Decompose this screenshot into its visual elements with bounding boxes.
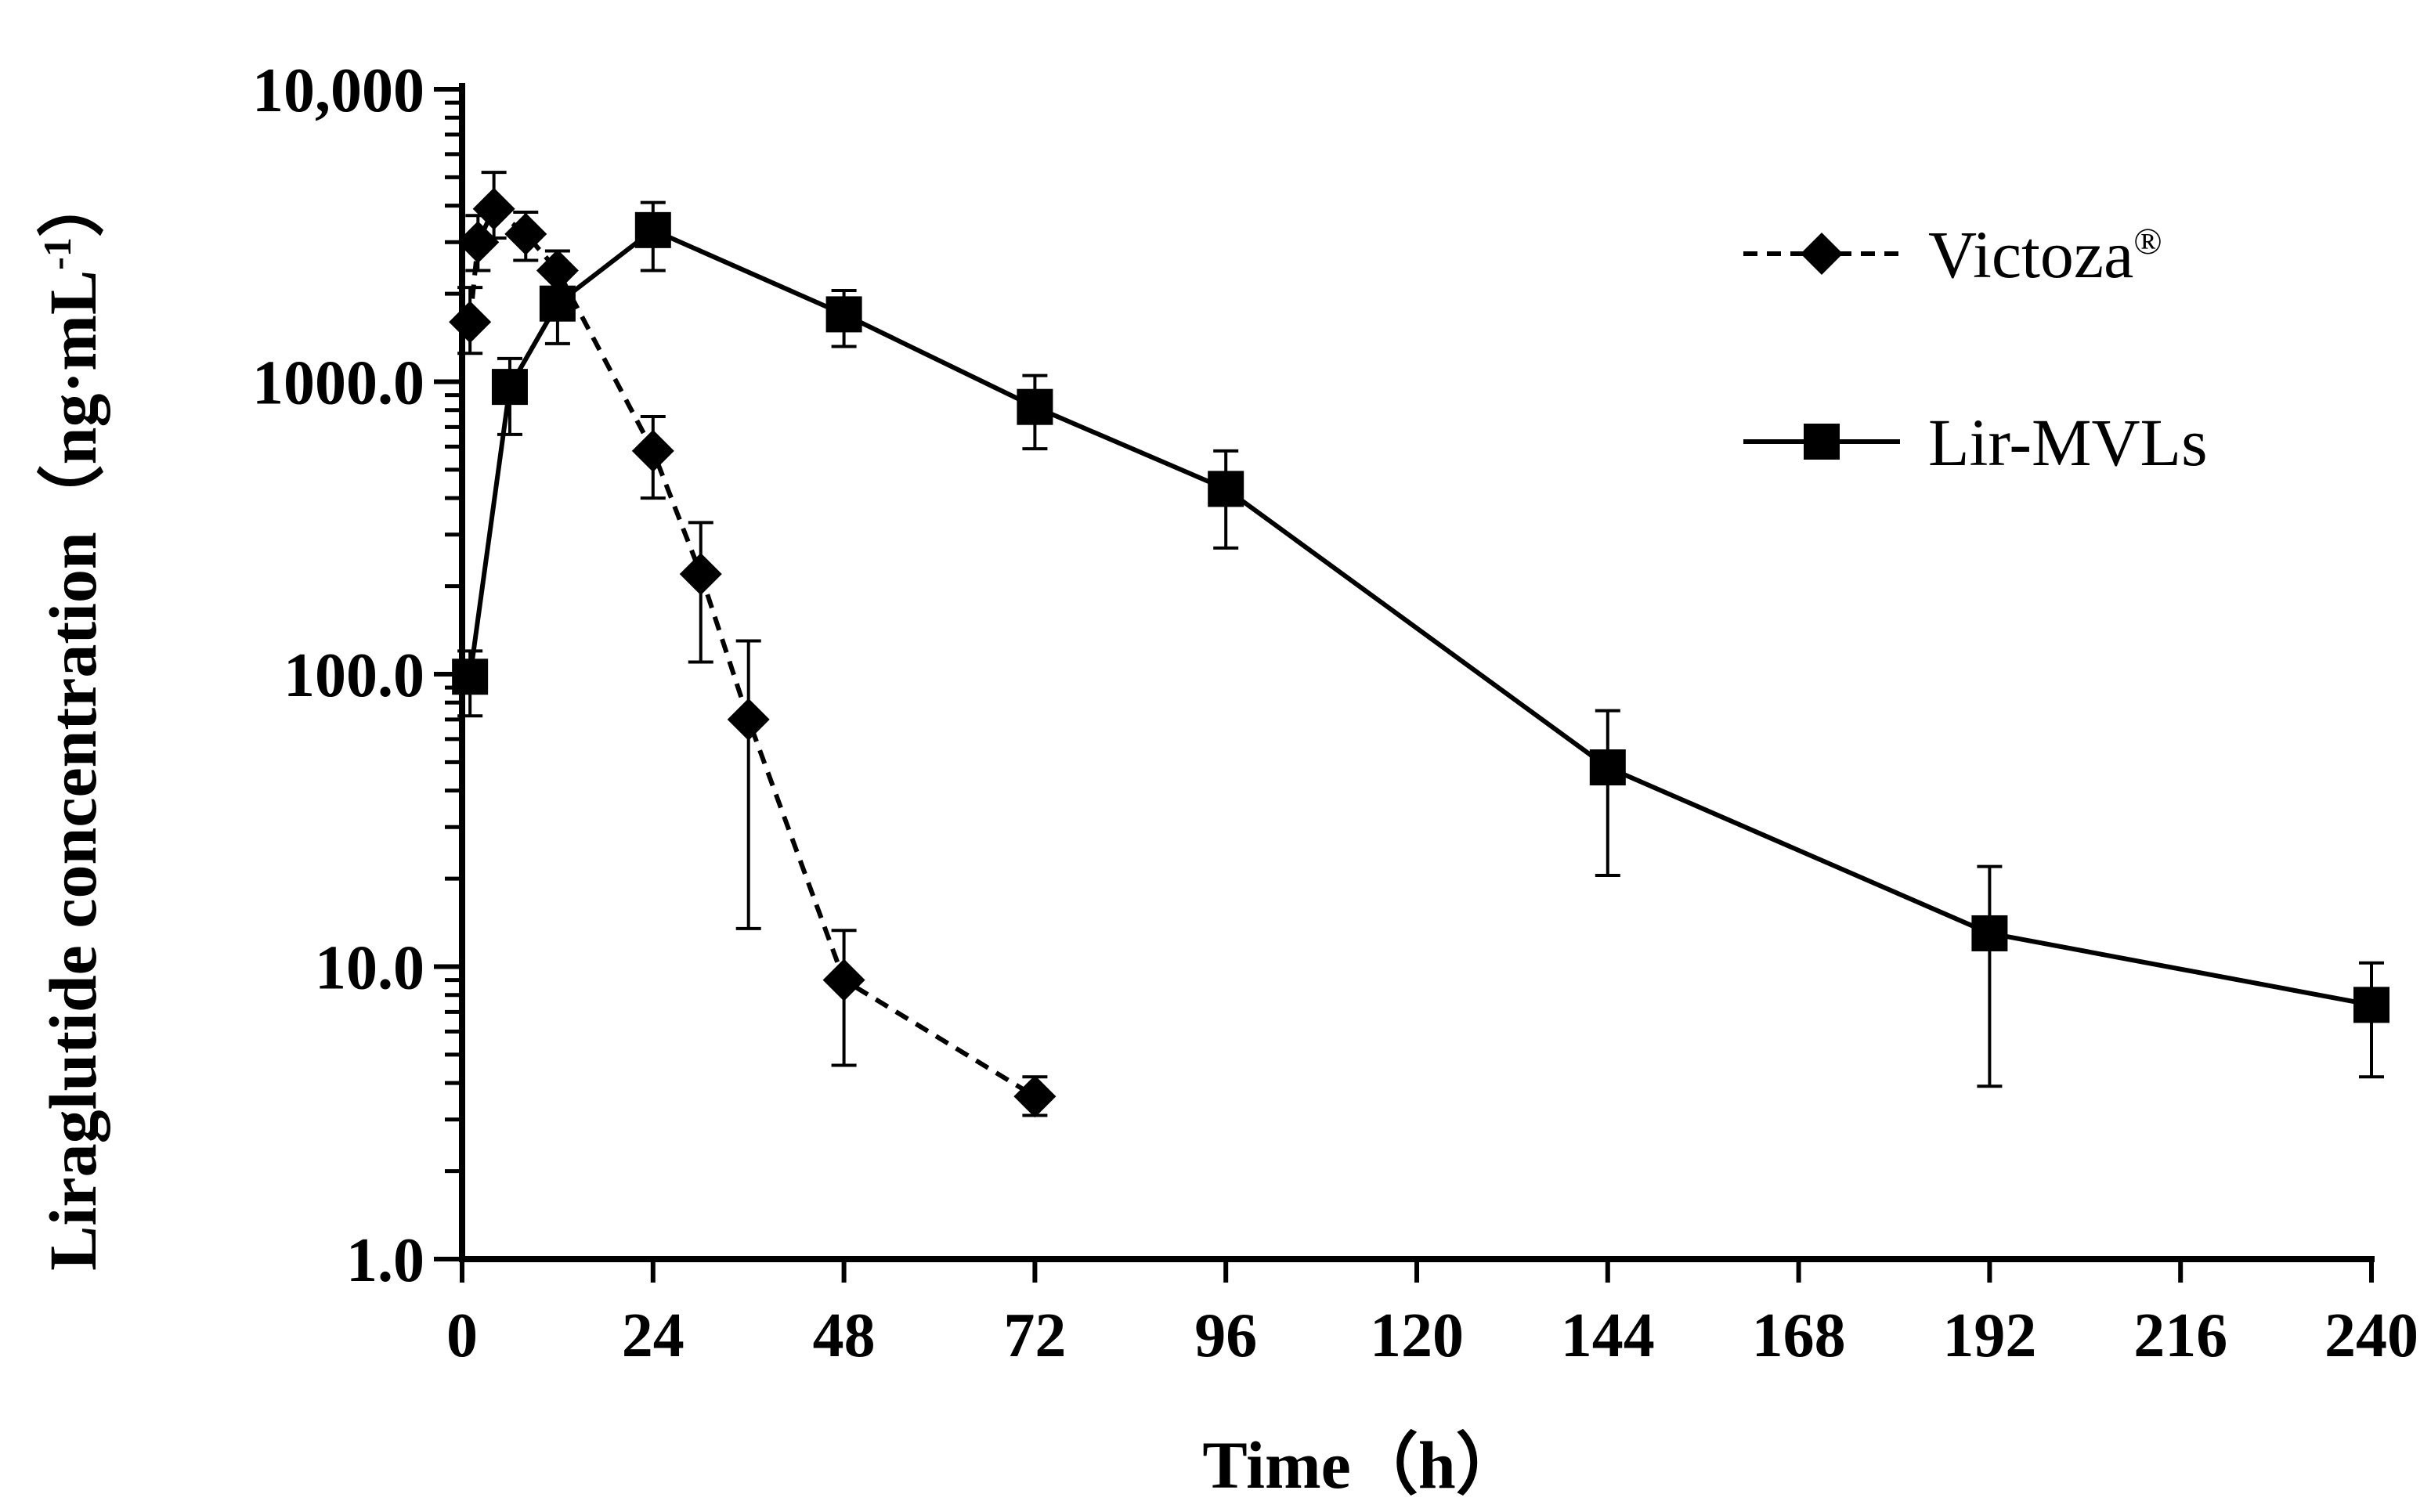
data-point — [457, 221, 500, 264]
series-line — [468, 205, 1036, 1099]
data-point — [1589, 749, 1626, 786]
x-tick-label: 240 — [2324, 1301, 2418, 1370]
data-point — [452, 659, 489, 695]
legend: Victoza® Lir-MVLs — [1743, 217, 2208, 480]
data-point — [634, 211, 671, 248]
y-tick-label: 1000.0 — [252, 349, 424, 418]
legend-marker — [1804, 424, 1840, 460]
data-point — [727, 698, 770, 741]
data-point — [679, 553, 722, 596]
legend-label: Lir-MVLs — [1928, 405, 2208, 480]
data-point — [1017, 388, 1053, 425]
x-axis-title: Time（h） — [1202, 1427, 1523, 1503]
x-tick-label: 72 — [1003, 1301, 1066, 1370]
data-point — [631, 429, 674, 472]
y-tick-label: 10.0 — [315, 934, 424, 1003]
x-tick-label: 120 — [1370, 1301, 1464, 1370]
data-point — [472, 187, 515, 230]
data-point — [1208, 471, 1244, 507]
data-point — [539, 285, 576, 322]
data-point — [491, 369, 528, 406]
data-point — [1013, 1075, 1057, 1118]
axes: 1.0 10.0 100.0 1000.0 10,000 0 24 48 72 96 120 144 1… — [252, 56, 2418, 1370]
y-axis-title: Liraglutide concentration（ng·mL-1） — [35, 170, 110, 1271]
legend-label: Victoza® — [1928, 217, 2162, 292]
series-layer — [449, 171, 2389, 1118]
legend-entry: Lir-MVLs — [1743, 405, 2208, 480]
x-tick-label: 192 — [1942, 1301, 2036, 1370]
series-victoza — [449, 171, 1057, 1118]
x-tick-label: 168 — [1752, 1301, 1846, 1370]
data-point — [822, 958, 865, 1001]
x-tick-label: 144 — [1561, 1301, 1655, 1370]
y-tick-label: 1.0 — [346, 1226, 424, 1295]
data-point — [825, 296, 862, 333]
data-point — [2353, 987, 2389, 1023]
series-line — [468, 227, 2372, 1008]
x-tick-label: 48 — [813, 1301, 876, 1370]
x-tick-label: 96 — [1194, 1301, 1257, 1370]
x-tick-label: 216 — [2133, 1301, 2227, 1370]
data-point — [504, 212, 547, 255]
y-tick-label: 10,000 — [252, 56, 424, 125]
legend-marker — [1801, 233, 1843, 275]
x-tick-label: 24 — [622, 1301, 685, 1370]
legend-entry: Victoza® — [1743, 217, 2162, 292]
y-tick-label: 100.0 — [284, 641, 424, 710]
x-tick-label: 0 — [446, 1301, 478, 1370]
data-point — [1971, 915, 2008, 951]
series-lir-mvls — [452, 200, 2389, 1088]
data-point — [449, 301, 492, 344]
